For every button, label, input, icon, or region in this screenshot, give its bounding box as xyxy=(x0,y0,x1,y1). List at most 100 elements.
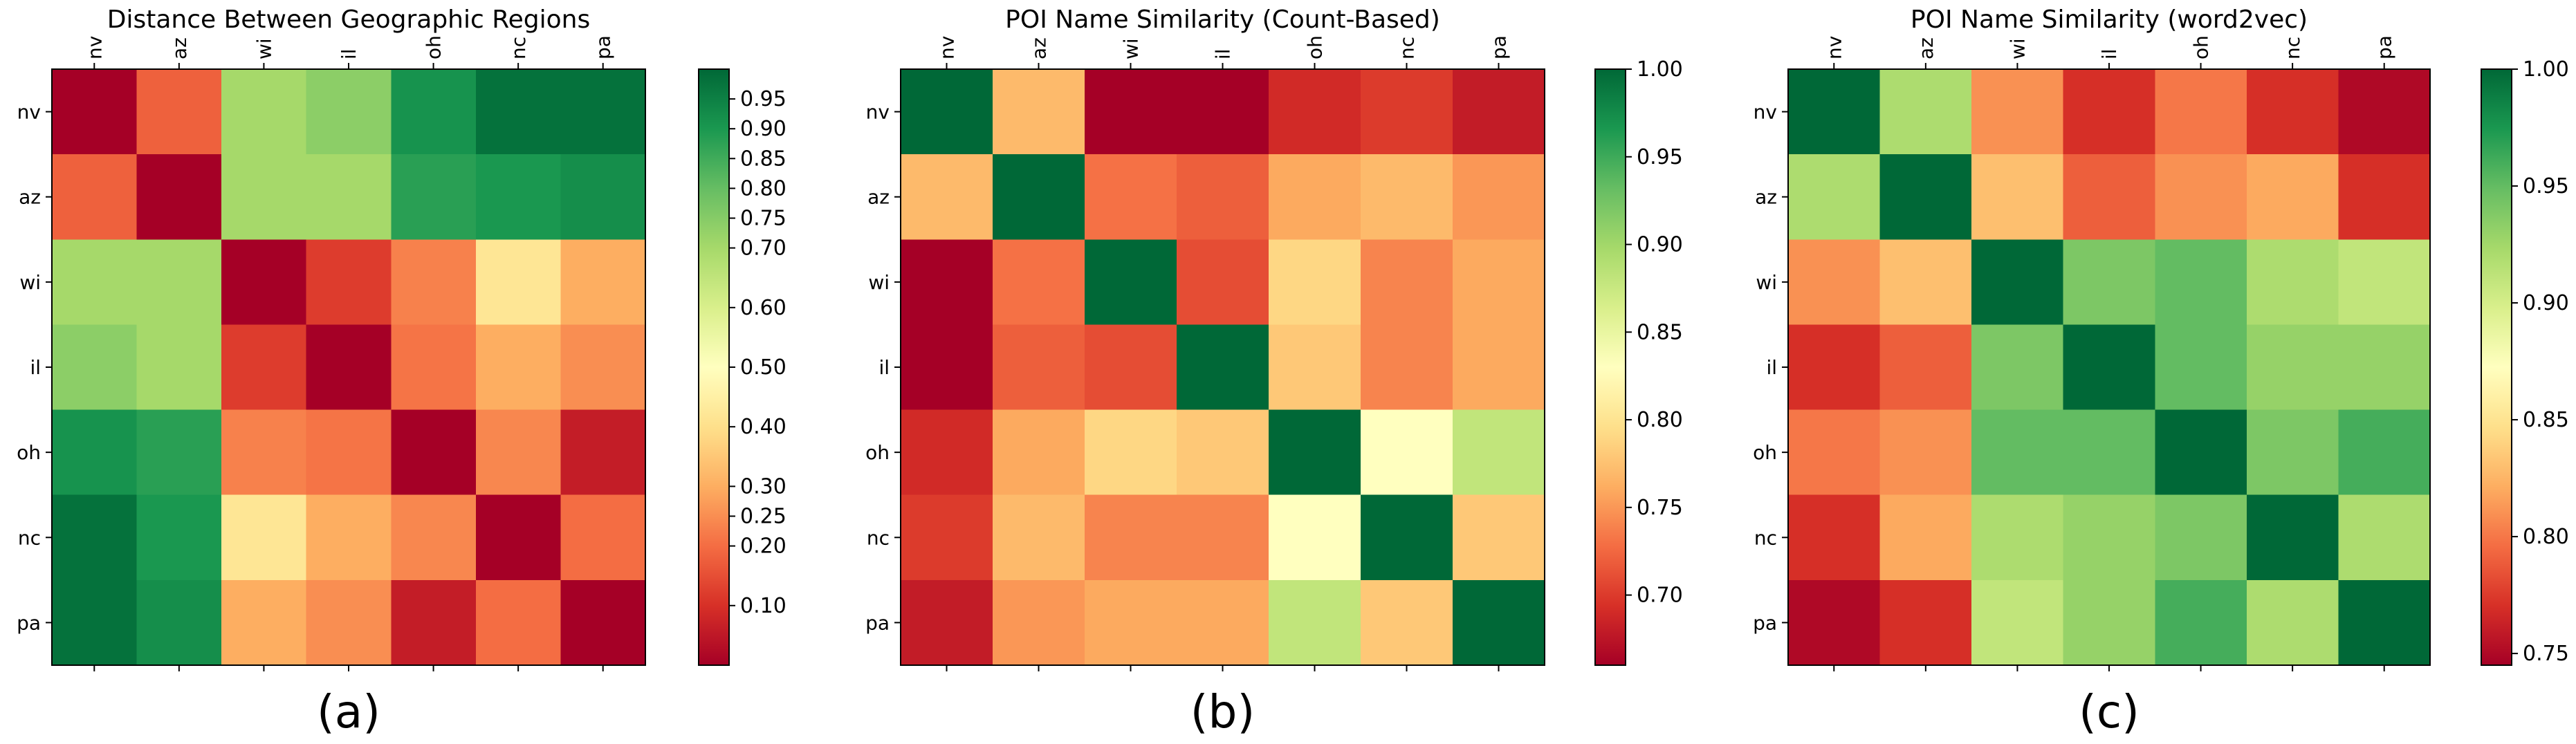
heatmap-cell-il-nv xyxy=(901,324,993,411)
colorbar-tick-label: 0.75 xyxy=(1637,496,1683,520)
heatmap-cell-nc-pa xyxy=(2338,494,2431,581)
heatmap-cell-wi-il xyxy=(1177,239,1269,326)
chart-title: Distance Between Geographic Regions xyxy=(107,6,591,34)
colorbar-tick-label: 0.80 xyxy=(1637,408,1683,432)
heatmap-cell-nc-il xyxy=(306,494,392,581)
heatmap-cell-nv-oh xyxy=(1269,69,1361,155)
colorbar-tick-label: 0.85 xyxy=(740,147,786,171)
heatmap-cell-pa-wi xyxy=(1971,579,2064,666)
heatmap-cell-il-wi xyxy=(1085,324,1177,411)
heatmap-panel-2: POI Name Similarity (Count-Based) nv az wi i… xyxy=(865,6,1683,738)
heatmap-cell-il-nc xyxy=(1361,324,1453,411)
heatmap-cell-az-il xyxy=(1177,154,1269,240)
heatmap-cell-il-wi xyxy=(221,324,307,411)
y-tick-label: nc xyxy=(18,526,41,549)
chart-title: POI Name Similarity (Count-Based) xyxy=(1005,6,1440,34)
colorbar-tick-label: 0.80 xyxy=(2523,525,2569,549)
heatmap-cell-nc-nc xyxy=(475,494,562,581)
chart-title: POI Name Similarity (word2vec) xyxy=(1911,6,2308,34)
heatmap-cell-wi-il xyxy=(2063,239,2155,326)
heatmap-cell-pa-nc xyxy=(475,579,562,666)
colorbar-tick-label: 0.10 xyxy=(740,594,786,618)
heatmap-cell-az-az xyxy=(993,154,1085,240)
heatmap-cell-nc-wi xyxy=(1971,494,2064,581)
x-tick-label: wi xyxy=(252,38,275,59)
heatmap-cell-nv-nc xyxy=(475,69,562,155)
heatmap-cell-il-oh xyxy=(2155,324,2247,411)
heatmap-cell-pa-az xyxy=(136,579,222,666)
heatmap-cell-wi-nv xyxy=(52,239,138,326)
heatmap-cell-oh-wi xyxy=(1971,409,2064,496)
heatmap-cell-nc-oh xyxy=(391,494,477,581)
heatmap-cell-oh-nc xyxy=(1361,409,1453,496)
y-tick-label: il xyxy=(30,356,41,379)
heatmap-cell-az-oh xyxy=(2155,154,2247,240)
heatmap-cell-pa-il xyxy=(306,579,392,666)
heatmap-cell-il-az xyxy=(993,324,1085,411)
heatmap-cell-nv-oh xyxy=(2155,69,2247,155)
heatmap-cell-il-il xyxy=(1177,324,1269,411)
colorbar-tick-label: 0.95 xyxy=(2523,174,2569,198)
heatmap-cell-wi-az xyxy=(993,239,1085,326)
colorbar-tick-label: 0.75 xyxy=(2523,642,2569,666)
heatmap-cell-pa-az xyxy=(993,579,1085,666)
heatmap-cell-il-pa xyxy=(1453,324,1545,411)
heatmap-cell-oh-nv xyxy=(1788,409,1881,496)
heatmap-cell-oh-az xyxy=(136,409,222,496)
y-tick-label: az xyxy=(1755,186,1777,209)
heatmap-cell-nv-pa xyxy=(560,69,646,155)
heatmap-cell-oh-il xyxy=(306,409,392,496)
x-tick-label: nc xyxy=(1396,37,1419,59)
heatmap-cell-il-wi xyxy=(1971,324,2064,411)
heatmap-cell-az-il xyxy=(306,154,392,240)
x-tick-label: il xyxy=(338,48,360,59)
x-tick-label: oh xyxy=(1304,35,1327,59)
heatmap-cell-nc-il xyxy=(1177,494,1269,581)
y-tick-label: nv xyxy=(866,101,890,124)
y-tick-label: az xyxy=(867,186,890,209)
x-tick-label: pa xyxy=(1488,35,1511,59)
heatmap-cell-az-az xyxy=(136,154,222,240)
heatmap-cell-az-nv xyxy=(1788,154,1881,240)
heatmap-cell-wi-nc xyxy=(2246,239,2339,326)
heatmap-cell-nv-pa xyxy=(1453,69,1545,155)
y-tick-label: wi xyxy=(1756,271,1777,294)
heatmap-cell-oh-nv xyxy=(52,409,138,496)
colorbar-tick-label: 0.95 xyxy=(740,87,786,111)
heatmap-cell-oh-nc xyxy=(2246,409,2339,496)
heatmap-cell-oh-nv xyxy=(901,409,993,496)
heatmap-cell-az-nc xyxy=(2246,154,2339,240)
heatmap-cell-oh-oh xyxy=(1269,409,1361,496)
heatmap-cell-az-nc xyxy=(475,154,562,240)
colorbar-tick-label: 0.85 xyxy=(2523,408,2569,432)
heatmap-cell-nv-oh xyxy=(391,69,477,155)
x-tick-label: az xyxy=(168,37,191,59)
heatmap-cell-oh-pa xyxy=(560,409,646,496)
y-tick-label: oh xyxy=(865,441,890,464)
colorbar-tick-label: 0.75 xyxy=(740,207,786,231)
heatmap-cell-wi-pa xyxy=(2338,239,2431,326)
panel-caption: (b) xyxy=(1190,685,1255,738)
heatmap-cell-wi-nv xyxy=(901,239,993,326)
heatmap-cell-il-pa xyxy=(560,324,646,411)
heatmap-cell-nv-nv xyxy=(1788,69,1881,155)
heatmap-cell-nv-az xyxy=(1879,69,1972,155)
heatmap-cell-pa-nv xyxy=(901,579,993,666)
heatmap-cell-nc-wi xyxy=(1085,494,1177,581)
heatmap-cell-il-az xyxy=(136,324,222,411)
heatmap-cell-nv-az xyxy=(993,69,1085,155)
x-tick-label: nc xyxy=(2281,37,2304,59)
heatmap-cell-pa-il xyxy=(2063,579,2155,666)
heatmap-cell-pa-oh xyxy=(1269,579,1361,666)
heatmap-cell-nv-pa xyxy=(2338,69,2431,155)
heatmap-cell-oh-oh xyxy=(2155,409,2247,496)
heatmap-cell-pa-wi xyxy=(221,579,307,666)
heatmap-cell-az-nv xyxy=(52,154,138,240)
heatmap-cell-pa-pa xyxy=(2338,579,2431,666)
heatmap-cell-wi-pa xyxy=(560,239,646,326)
heatmap-cell-pa-nv xyxy=(1788,579,1881,666)
heatmap-cell-oh-az xyxy=(993,409,1085,496)
heatmap-cell-nv-il xyxy=(2063,69,2155,155)
heatmap-cell-il-nc xyxy=(475,324,562,411)
colorbar-tick-label: 0.70 xyxy=(740,236,786,261)
